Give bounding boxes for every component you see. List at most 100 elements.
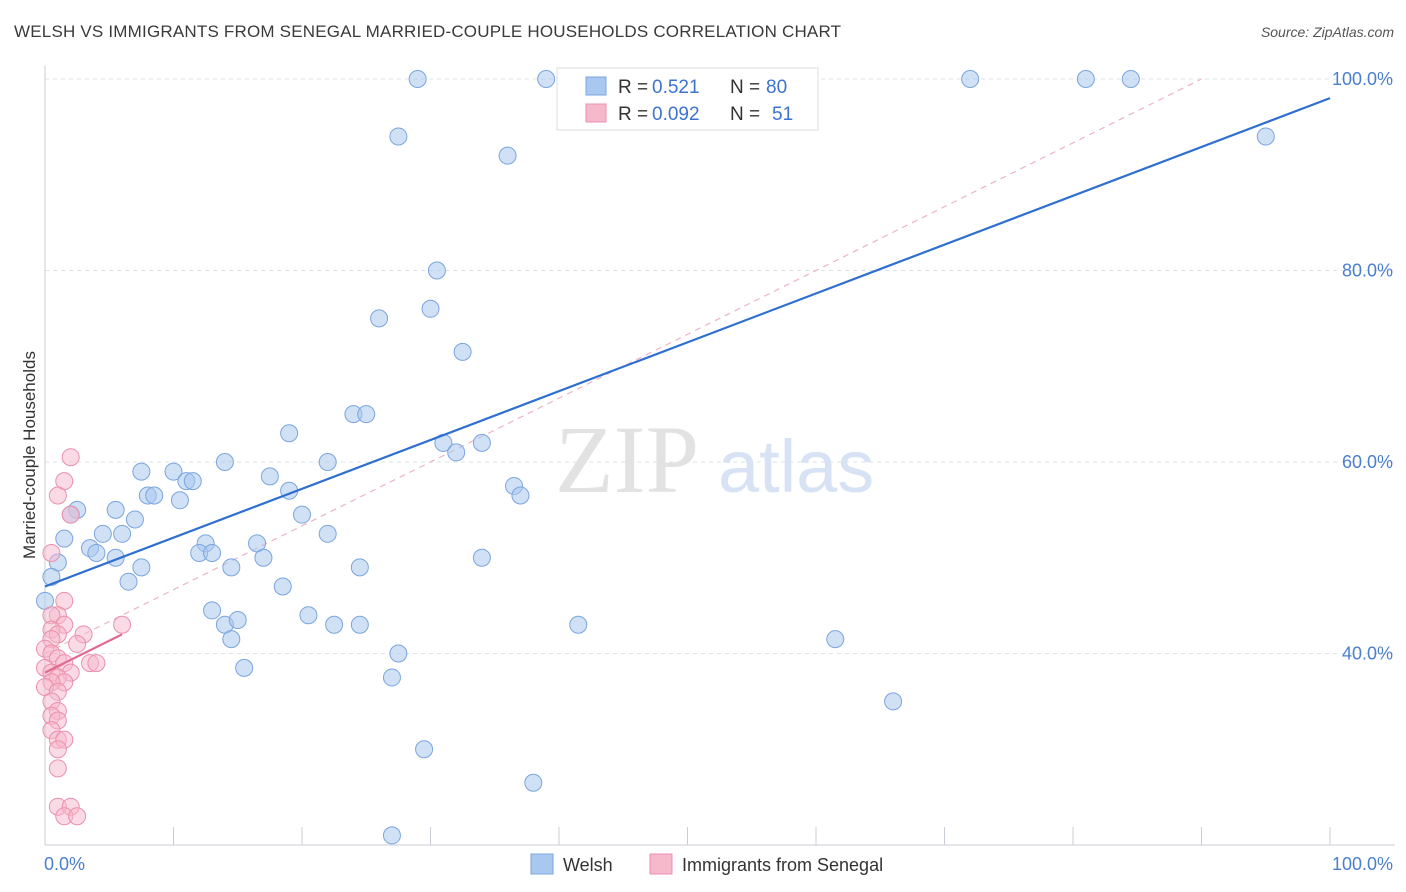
watermark-atlas: atlas	[718, 425, 874, 508]
welsh-point	[1121, 70, 1140, 88]
welsh-point	[826, 630, 845, 649]
welsh-point	[421, 299, 440, 318]
senegal-point	[61, 505, 80, 524]
senegal-point	[68, 634, 87, 653]
welsh-point	[55, 529, 74, 548]
x-tick-label: 100.0%	[1332, 854, 1393, 874]
bottom-legend-swatch-senegal	[649, 853, 673, 875]
welsh-point	[164, 462, 183, 481]
welsh-point	[961, 70, 980, 88]
watermark: ZIP atlas	[555, 406, 874, 513]
welsh-point	[93, 524, 112, 543]
welsh-point	[357, 405, 376, 424]
y-tick-label: 60.0%	[1342, 452, 1393, 472]
senegal-point	[48, 486, 67, 505]
correlation-legend: R = 0.521 N = 80 R = 0.092 N = 51	[556, 67, 819, 131]
welsh-point	[389, 644, 408, 663]
welsh-point	[382, 826, 401, 845]
legend-n-value: 80	[766, 77, 787, 98]
welsh-point	[87, 543, 106, 562]
welsh-point	[427, 261, 446, 280]
welsh-point	[884, 692, 903, 711]
welsh-trend-line	[44, 97, 1331, 588]
welsh-point	[472, 433, 491, 452]
welsh-point	[113, 524, 132, 543]
welsh-point	[1256, 127, 1275, 146]
welsh-point	[132, 558, 151, 577]
welsh-point	[1076, 70, 1095, 88]
welsh-point	[293, 505, 311, 524]
y-tick-label: 40.0%	[1342, 644, 1393, 664]
welsh-point	[447, 443, 466, 462]
legend-r-label: R =	[618, 104, 648, 125]
legend-n-label: N =	[730, 104, 760, 125]
welsh-point	[132, 462, 151, 481]
senegal-points	[36, 448, 132, 826]
senegal-point	[87, 654, 106, 673]
welsh-point	[228, 610, 247, 629]
welsh-point	[408, 70, 427, 88]
legend-r-value: 0.521	[652, 77, 700, 98]
welsh-point	[222, 630, 241, 649]
welsh-point	[215, 453, 234, 471]
welsh-point	[524, 773, 543, 792]
legend-n-value: 51	[772, 104, 793, 125]
watermark-zip: ZIP	[555, 406, 699, 513]
senegal-point	[113, 615, 132, 634]
welsh-point	[511, 486, 530, 505]
bottom-legend-label-welsh: Welsh	[563, 855, 613, 875]
senegal-point	[48, 740, 67, 759]
welsh-point	[415, 740, 434, 759]
welsh-point	[537, 70, 556, 88]
bottom-legend-swatch-welsh	[530, 853, 554, 875]
welsh-point	[318, 524, 337, 543]
welsh-point	[183, 472, 202, 491]
welsh-point	[453, 342, 472, 361]
tick-labels: 40.0% 60.0% 80.0% 100.0% 0.0% 100.0%	[44, 69, 1393, 874]
welsh-point	[145, 486, 164, 505]
welsh-point	[382, 668, 401, 687]
welsh-point	[203, 601, 222, 620]
welsh-point	[299, 606, 318, 625]
welsh-point	[203, 543, 222, 562]
welsh-point	[125, 510, 144, 529]
series-legend: Welsh Immigrants from Senegal	[530, 853, 883, 875]
welsh-point	[170, 491, 189, 510]
x-tick-label: 0.0%	[44, 854, 85, 874]
senegal-point	[61, 448, 80, 467]
welsh-point	[280, 424, 299, 443]
welsh-points	[36, 70, 1275, 845]
legend-swatch-welsh	[585, 76, 607, 96]
legend-r-value: 0.092	[652, 104, 700, 125]
welsh-point	[325, 615, 344, 634]
legend-r-label: R =	[618, 77, 648, 98]
welsh-point	[254, 548, 273, 567]
bottom-legend-label-senegal: Immigrants from Senegal	[682, 855, 883, 875]
chart-title: WELSH VS IMMIGRANTS FROM SENEGAL MARRIED…	[14, 22, 842, 41]
welsh-point	[235, 658, 254, 677]
welsh-point	[389, 127, 408, 146]
welsh-point	[106, 500, 125, 519]
welsh-point	[260, 467, 279, 486]
welsh-point	[350, 615, 369, 634]
welsh-point	[350, 558, 369, 577]
welsh-point	[498, 146, 517, 165]
senegal-trend-line	[44, 633, 123, 674]
senegal-point	[68, 807, 87, 826]
legend-n-label: N =	[730, 77, 760, 98]
source-label: Source: ZipAtlas.com	[1260, 24, 1394, 40]
senegal-point	[48, 759, 67, 778]
y-axis-title: Married-couple Households	[20, 351, 39, 559]
welsh-point	[472, 548, 491, 567]
grid-lines	[45, 78, 1395, 654]
trend-lines	[44, 97, 1331, 674]
senegal-point	[42, 543, 61, 562]
legend-swatch-senegal	[585, 103, 607, 123]
welsh-point	[370, 309, 389, 328]
y-tick-label: 80.0%	[1342, 261, 1393, 281]
welsh-point	[569, 615, 588, 634]
welsh-point	[222, 558, 241, 577]
welsh-point	[318, 453, 337, 471]
y-tick-label: 100.0%	[1332, 69, 1393, 89]
